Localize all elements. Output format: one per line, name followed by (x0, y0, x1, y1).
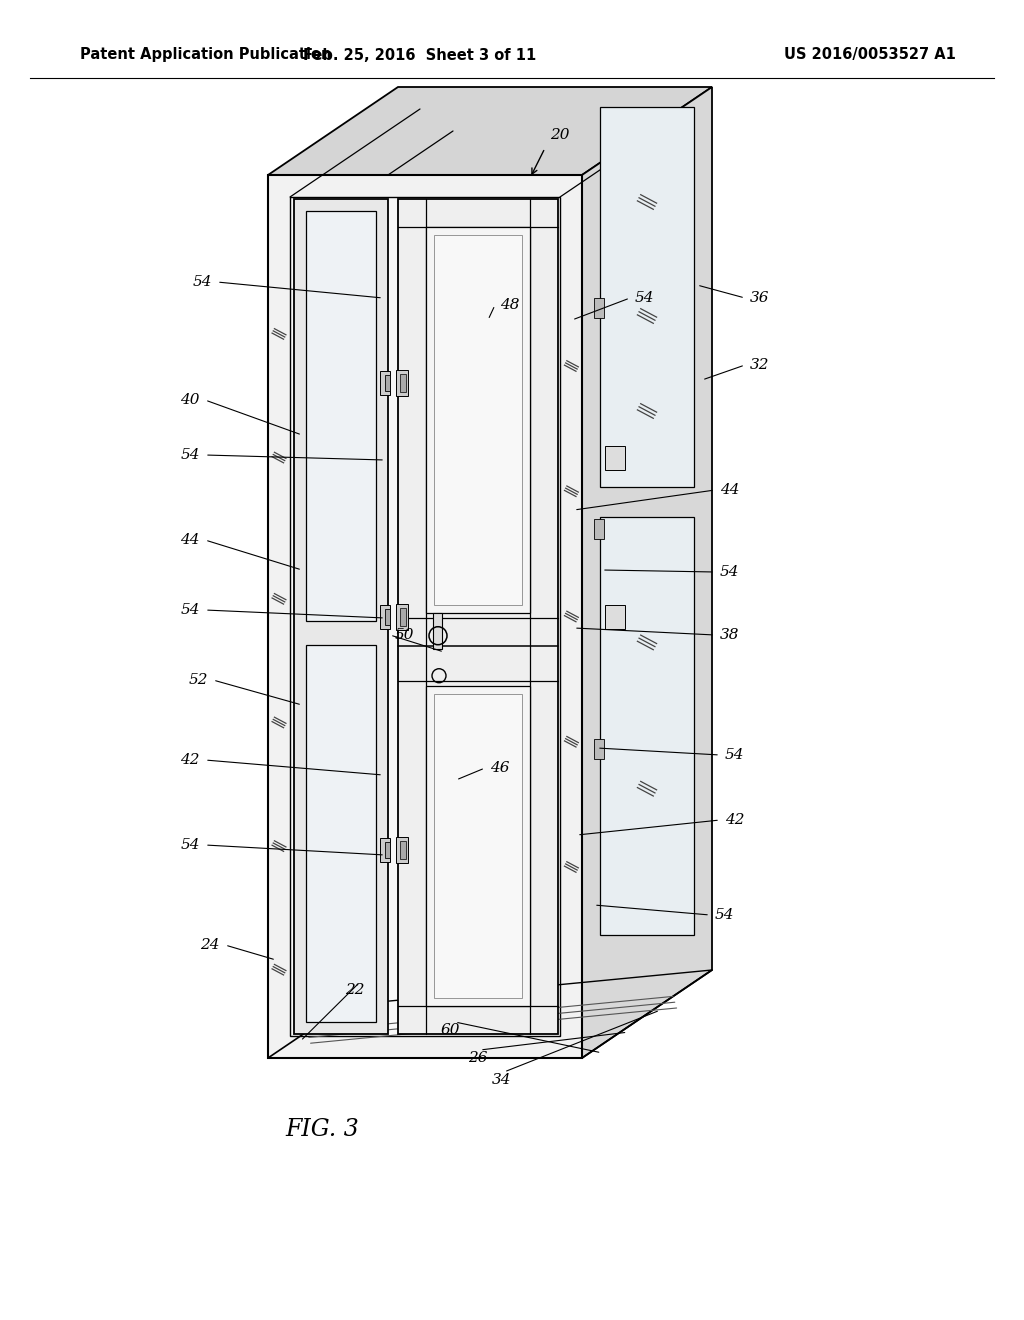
Polygon shape (380, 371, 390, 395)
Polygon shape (268, 176, 582, 1059)
Text: Feb. 25, 2016  Sheet 3 of 11: Feb. 25, 2016 Sheet 3 of 11 (303, 48, 537, 62)
Text: 54: 54 (720, 565, 739, 579)
Text: 44: 44 (180, 533, 200, 546)
Text: 34: 34 (493, 1073, 512, 1086)
Polygon shape (426, 685, 530, 1006)
Text: 54: 54 (180, 603, 200, 616)
Text: 54: 54 (725, 748, 744, 762)
Text: 24: 24 (201, 939, 220, 952)
Polygon shape (396, 837, 408, 863)
Text: 36: 36 (750, 290, 769, 305)
Polygon shape (306, 645, 376, 1022)
Polygon shape (600, 107, 694, 487)
Polygon shape (594, 298, 604, 318)
Polygon shape (433, 612, 442, 648)
Polygon shape (306, 211, 376, 622)
Text: Patent Application Publication: Patent Application Publication (80, 48, 332, 62)
Polygon shape (400, 374, 406, 392)
Polygon shape (398, 199, 558, 1034)
Text: 46: 46 (490, 762, 510, 775)
Polygon shape (400, 607, 406, 626)
Polygon shape (294, 199, 388, 1034)
Polygon shape (594, 519, 604, 539)
Text: 20: 20 (550, 128, 569, 143)
Text: 54: 54 (715, 908, 734, 921)
Text: 54: 54 (180, 838, 200, 851)
Text: 44: 44 (720, 483, 739, 498)
Text: US 2016/0053527 A1: US 2016/0053527 A1 (784, 48, 956, 62)
Polygon shape (605, 605, 625, 628)
Polygon shape (290, 197, 560, 1036)
Polygon shape (400, 841, 406, 859)
Text: 26: 26 (468, 1051, 487, 1065)
Polygon shape (434, 235, 522, 605)
Text: 40: 40 (180, 393, 200, 407)
Text: 60: 60 (440, 1023, 460, 1038)
Polygon shape (385, 375, 390, 391)
Text: 54: 54 (635, 290, 654, 305)
Polygon shape (426, 227, 530, 612)
Polygon shape (268, 87, 712, 176)
Text: 52: 52 (188, 673, 208, 686)
Polygon shape (380, 838, 390, 862)
Polygon shape (385, 842, 390, 858)
Text: 50: 50 (395, 628, 415, 642)
Text: 42: 42 (725, 813, 744, 828)
Polygon shape (605, 446, 625, 470)
Text: 22: 22 (345, 983, 365, 997)
Polygon shape (396, 370, 408, 396)
Polygon shape (385, 609, 390, 624)
Polygon shape (582, 87, 712, 1059)
Text: 48: 48 (500, 298, 519, 312)
Text: 32: 32 (750, 358, 769, 372)
Polygon shape (396, 603, 408, 630)
Text: 42: 42 (180, 752, 200, 767)
Polygon shape (594, 739, 604, 759)
Text: 54: 54 (193, 275, 212, 289)
Polygon shape (380, 605, 390, 628)
Polygon shape (600, 517, 694, 935)
Polygon shape (434, 694, 522, 998)
Text: 38: 38 (720, 628, 739, 642)
Text: 54: 54 (180, 447, 200, 462)
Text: FIG. 3: FIG. 3 (285, 1118, 358, 1142)
